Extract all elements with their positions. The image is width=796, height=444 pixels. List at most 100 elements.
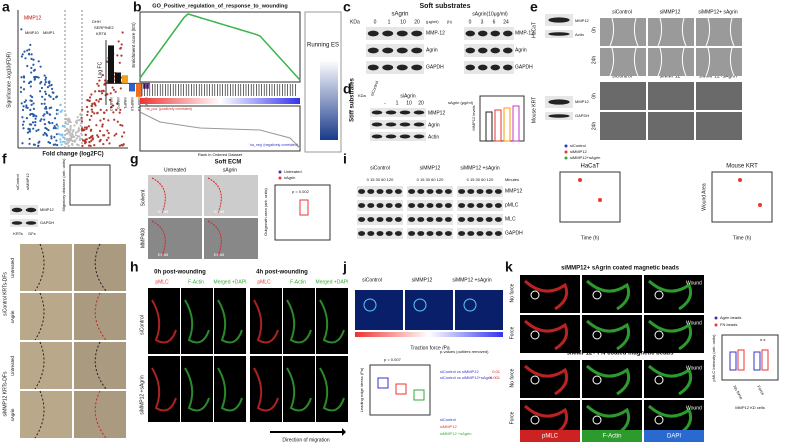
panel-letter: g [130, 151, 139, 167]
wound-edge [705, 47, 735, 77]
volcano-dot [97, 90, 101, 93]
label: 'na_neg' (negatively correlated) [249, 143, 298, 147]
label: Force [756, 385, 766, 397]
volcano-dot [21, 123, 24, 126]
bar [136, 83, 142, 97]
cell [585, 319, 631, 351]
volcano-dot [22, 88, 26, 91]
image [600, 48, 646, 76]
label: Actin [575, 32, 584, 37]
volcano-dot [69, 126, 72, 130]
volcano-dot [102, 111, 106, 114]
band [426, 203, 434, 208]
edge [34, 243, 45, 292]
label: siMMP12 [420, 165, 441, 171]
volcano-dot [56, 143, 59, 147]
volcano-dot [32, 107, 35, 110]
label: Migratory distance (arb. units) [61, 158, 66, 212]
volcano-dot [74, 120, 78, 123]
volcano-dot [42, 133, 45, 136]
band [399, 122, 411, 127]
label: Soft ECM [215, 160, 242, 166]
plot [721, 334, 779, 381]
volcano-dot [48, 113, 51, 116]
band [467, 231, 475, 236]
volcano-dot [59, 103, 62, 107]
volcano-dot [22, 120, 25, 123]
band [413, 122, 425, 127]
image [148, 288, 180, 354]
volcano-dot [29, 80, 32, 83]
volcano-dot [116, 120, 119, 123]
label: Enrichment score (ES) [131, 22, 136, 68]
label: 0h post-wounding [154, 270, 206, 276]
volcano-dot [39, 90, 42, 93]
label: Outgrowth area (arb. units) [263, 187, 268, 235]
panel-letter: a [2, 0, 10, 15]
volcano-dot [30, 103, 33, 107]
image [696, 18, 742, 46]
label: 0 [469, 19, 472, 25]
label: GAPDH [426, 64, 444, 70]
volcano-dot [86, 113, 89, 117]
volcano-dot [21, 108, 25, 112]
label: Ex d5 [158, 209, 169, 214]
volcano-dot [83, 142, 87, 145]
volcano-dot [116, 102, 119, 105]
band [367, 30, 379, 37]
bar-decor [512, 105, 520, 142]
volcano-dot [122, 143, 125, 146]
volcano-dot [90, 139, 93, 142]
label: n.s [760, 337, 765, 342]
volcano-dot [22, 80, 26, 83]
volcano-dot [32, 102, 35, 105]
volcano-dot [43, 107, 47, 110]
edge [94, 341, 107, 390]
volcano-dot [43, 102, 46, 105]
edge [34, 292, 45, 341]
label: Ex d5 [214, 209, 225, 214]
label: sAgrin [10, 310, 15, 323]
label: MMP12 KD cells [735, 405, 765, 410]
volcano-dot [40, 118, 43, 121]
volcano-dot [43, 98, 47, 101]
volcano-dot [85, 126, 88, 129]
volcano-dot [95, 124, 98, 127]
blot [370, 132, 426, 141]
label: 20 [418, 100, 424, 106]
label: p-values (outliers removed) [440, 349, 489, 354]
panel-letter: e [530, 0, 538, 15]
label: sAgrin [391, 12, 408, 18]
volcano-dot [67, 138, 70, 141]
volcano-dot [119, 123, 122, 127]
band [458, 231, 466, 236]
volcano-dot [61, 109, 64, 112]
box [737, 349, 745, 371]
band [376, 189, 384, 194]
volcano-dot [107, 119, 110, 122]
label: 24h [591, 122, 597, 131]
volcano-dot [65, 139, 69, 142]
volcano-dot [63, 125, 66, 128]
band [476, 189, 484, 194]
trac [463, 298, 477, 312]
volcano-dot [101, 92, 104, 95]
volcano-dot [31, 112, 34, 116]
volcano-dot [34, 124, 37, 127]
volcano-dot [80, 120, 84, 123]
volcano-dot [56, 112, 59, 115]
band [503, 47, 513, 54]
volcano-dot [21, 53, 24, 56]
image [582, 360, 642, 398]
image [74, 342, 126, 389]
heatmap [320, 60, 338, 140]
label: 0 [374, 19, 377, 25]
cell [286, 367, 312, 412]
band [367, 64, 379, 71]
label: Agrin beads [720, 315, 741, 320]
legend-dot [564, 156, 568, 160]
cell [286, 299, 312, 344]
blot [370, 120, 426, 129]
volcano-dot [119, 47, 122, 50]
image [20, 391, 72, 438]
